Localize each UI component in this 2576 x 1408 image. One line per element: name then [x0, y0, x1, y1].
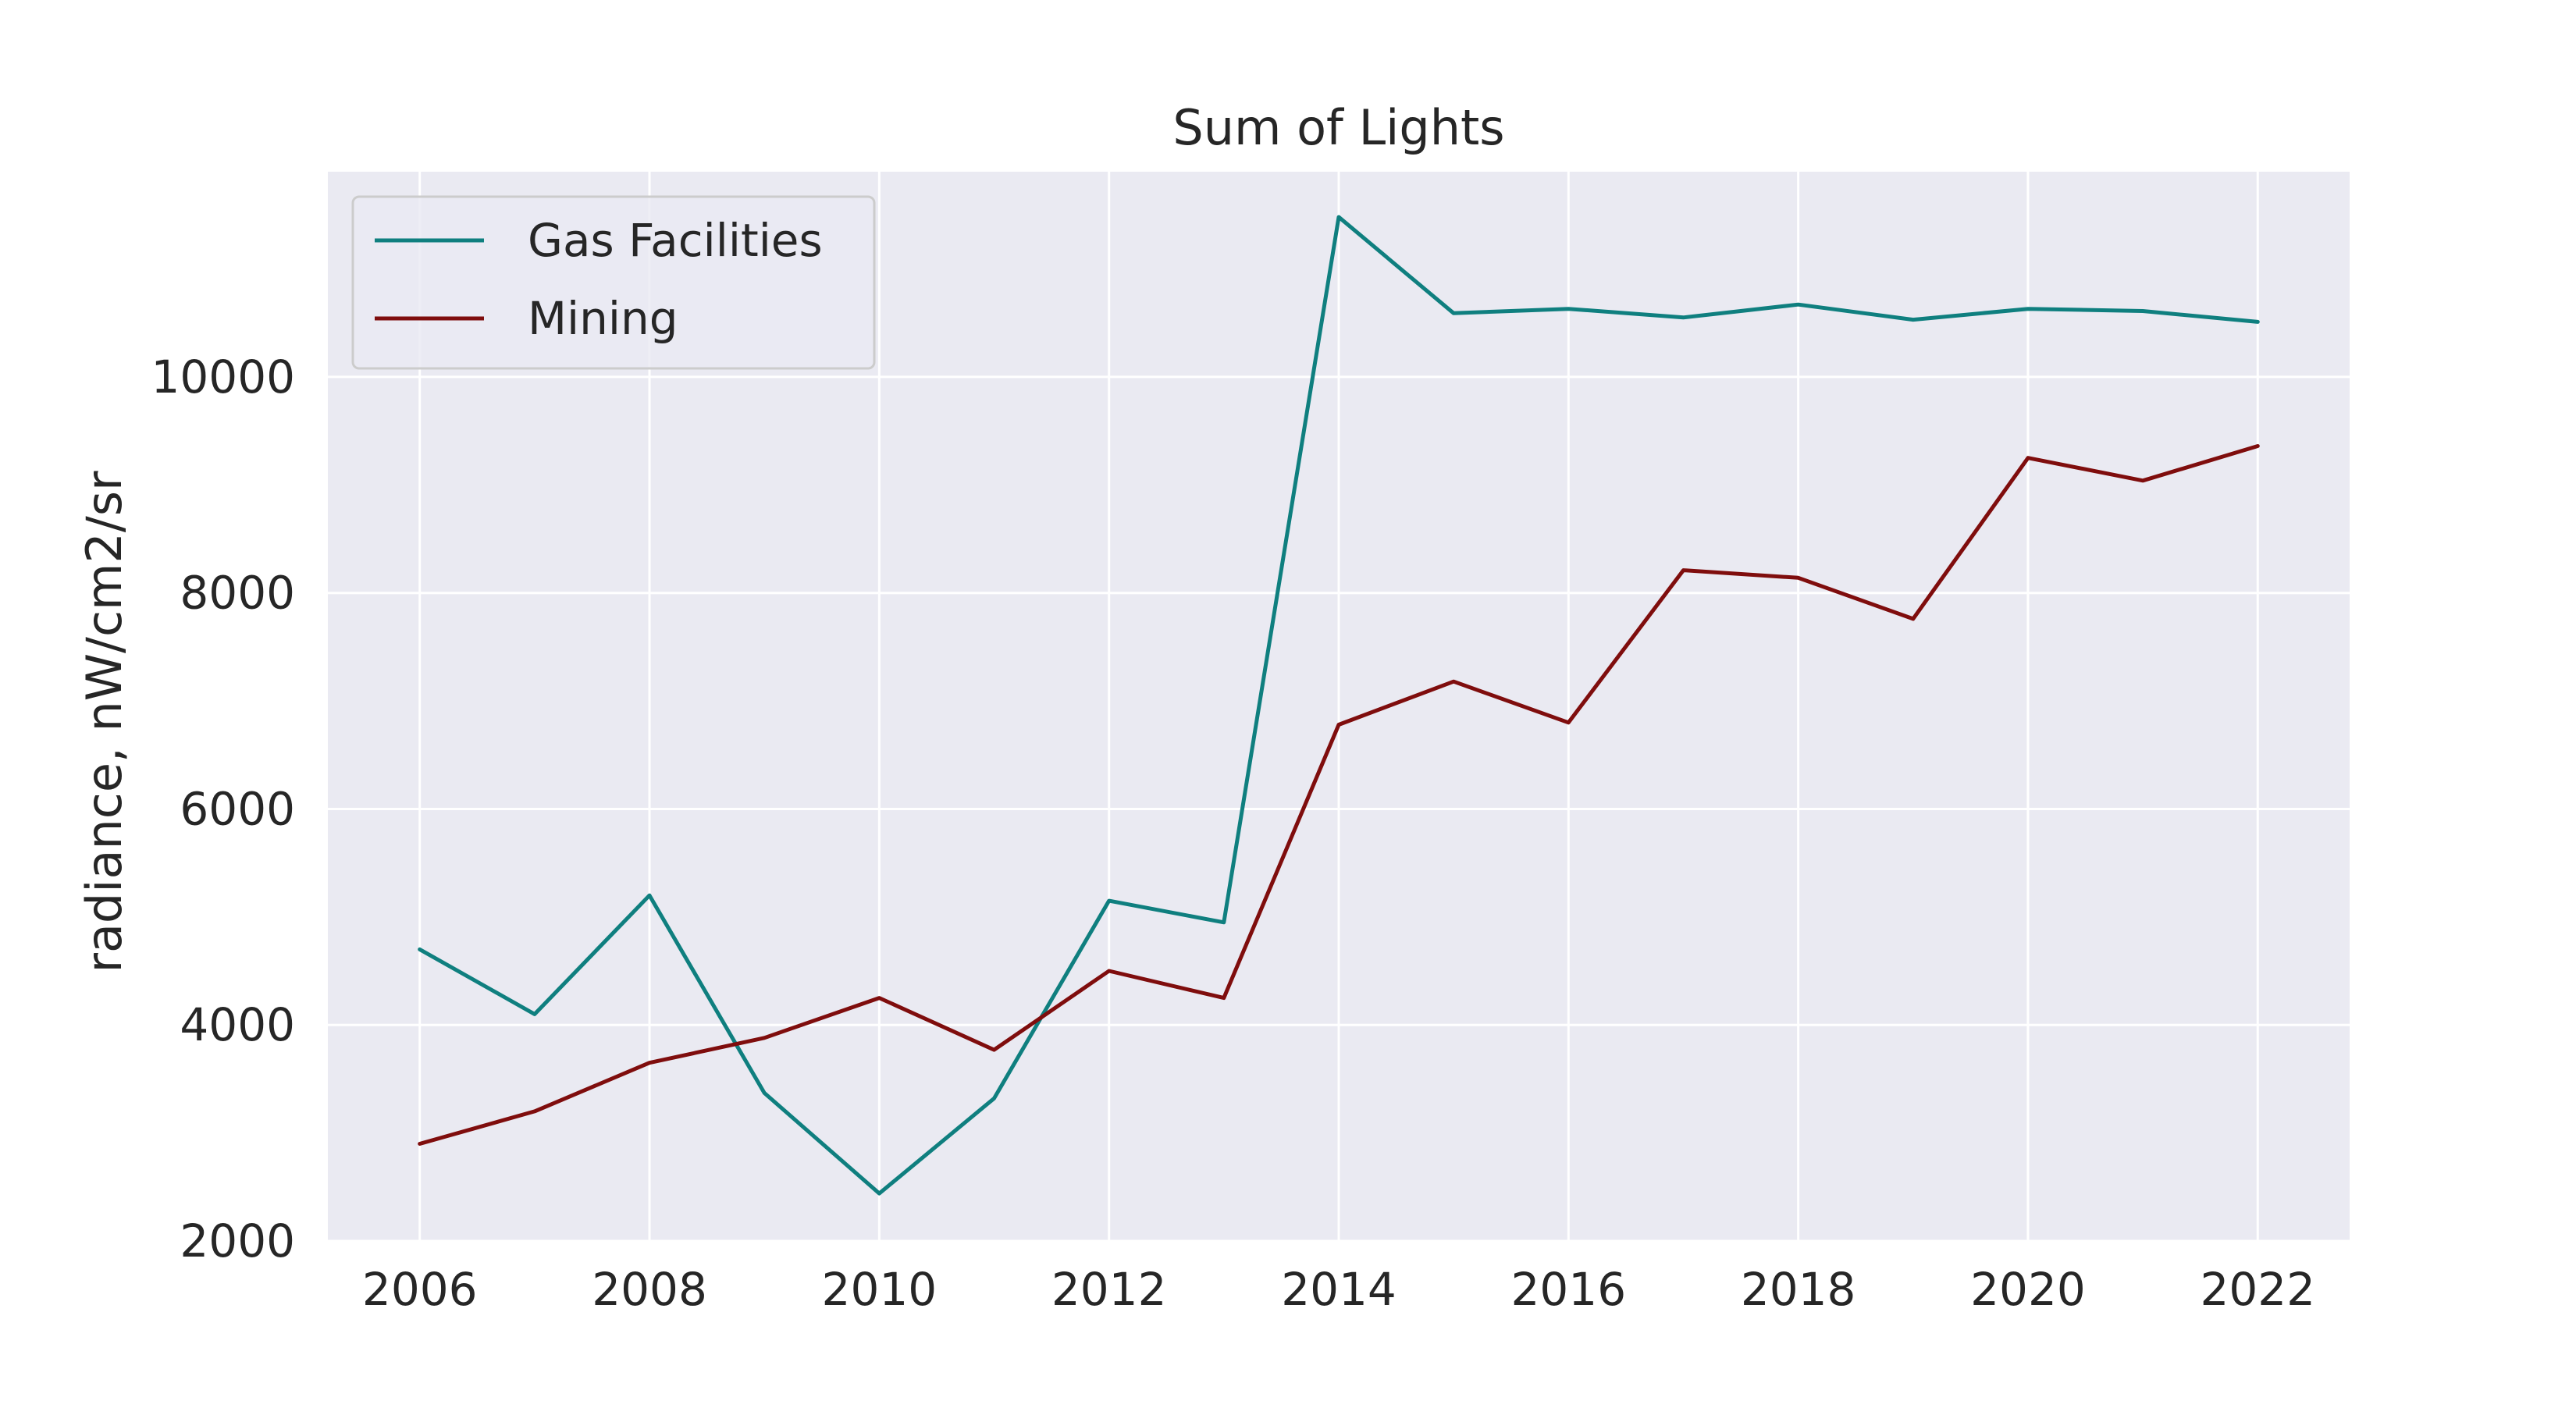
x-tick-label: 2008 — [592, 1263, 707, 1316]
x-tick-label: 2014 — [1281, 1263, 1397, 1316]
series-layer — [418, 215, 2260, 1196]
legend-label-mining: Mining — [528, 292, 678, 345]
x-tick-label: 2012 — [1051, 1263, 1167, 1316]
legend-label-gas-facilities: Gas Facilities — [528, 214, 823, 267]
y-tick-label: 10000 — [151, 350, 295, 404]
x-tick-label: 2010 — [822, 1263, 938, 1316]
series-line-gas-facilities — [418, 215, 2260, 1196]
series-line-mining — [418, 444, 2260, 1146]
x-tick-label: 2006 — [362, 1263, 478, 1316]
x-tick-label: 2020 — [1970, 1263, 2086, 1316]
y-tick-label: 2000 — [180, 1214, 295, 1268]
y-tick-label: 4000 — [180, 998, 295, 1051]
y-axis-ticks: 2000 4000 6000 8000 10000 — [151, 350, 295, 1268]
grid — [328, 172, 2350, 1243]
chart-title: Sum of Lights — [1172, 99, 1504, 156]
x-axis-ticks: 2006 2008 2010 2012 2014 2016 2018 2020 2022 — [362, 1263, 2315, 1316]
x-tick-label: 2016 — [1511, 1263, 1627, 1316]
y-tick-label: 8000 — [180, 567, 295, 620]
y-tick-label: 6000 — [180, 782, 295, 835]
y-axis-label: radiance, nW/cm2/sr — [76, 471, 133, 973]
x-tick-label: 2022 — [2200, 1263, 2315, 1316]
x-tick-label: 2018 — [1741, 1263, 1856, 1316]
legend: Gas Facilities Mining — [351, 195, 876, 370]
